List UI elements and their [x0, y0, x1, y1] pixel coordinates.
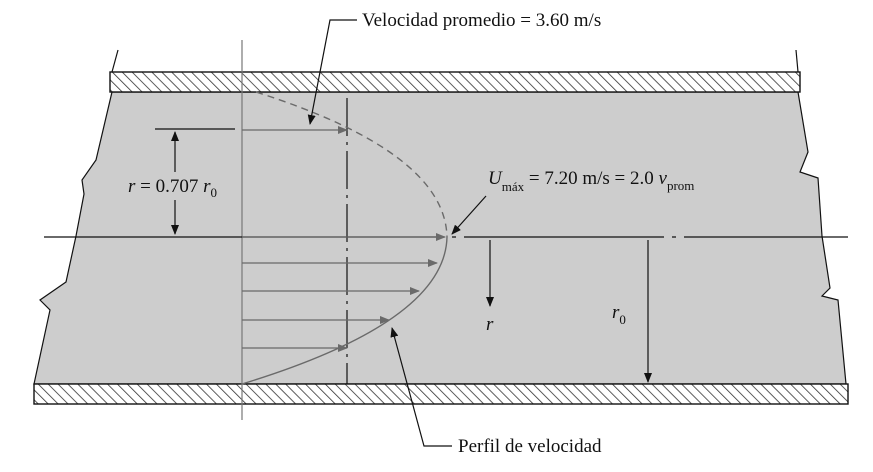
top-wall: [109, 71, 801, 93]
profile-curve-upper-dashed: [255, 91, 448, 238]
profile-curve-lower: [241, 236, 448, 385]
r-equation-label: r = 0.707 r0: [128, 176, 217, 200]
fluid-region: [33, 91, 847, 385]
left-top-edge: [111, 49, 119, 73]
umax-label: Umáx = 7.20 m/s = 2.0 vprom: [488, 168, 694, 194]
avg-velocity-leader: [307, 19, 357, 125]
avg-velocity-label: Velocidad promedio = 3.60 m/s: [362, 10, 601, 31]
right-top-edge: [795, 49, 799, 73]
profile-leader: [390, 327, 452, 447]
r-axis-label: r: [486, 314, 494, 335]
umax-leader: [451, 195, 487, 235]
bottom-wall: [33, 383, 849, 405]
profile-label: Perfil de velocidad: [458, 436, 602, 457]
r0-axis-label: r0: [612, 302, 626, 327]
